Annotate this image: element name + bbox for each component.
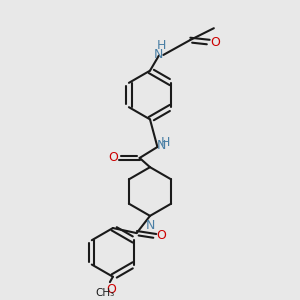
Text: O: O [210,36,220,49]
Text: O: O [156,229,166,242]
Text: H: H [161,136,170,149]
Text: O: O [106,283,116,296]
Text: O: O [109,152,118,164]
Text: CH₃: CH₃ [96,288,115,298]
Text: N: N [156,139,166,152]
Text: N: N [145,219,155,232]
Text: N: N [153,48,163,62]
Text: H: H [157,39,167,52]
